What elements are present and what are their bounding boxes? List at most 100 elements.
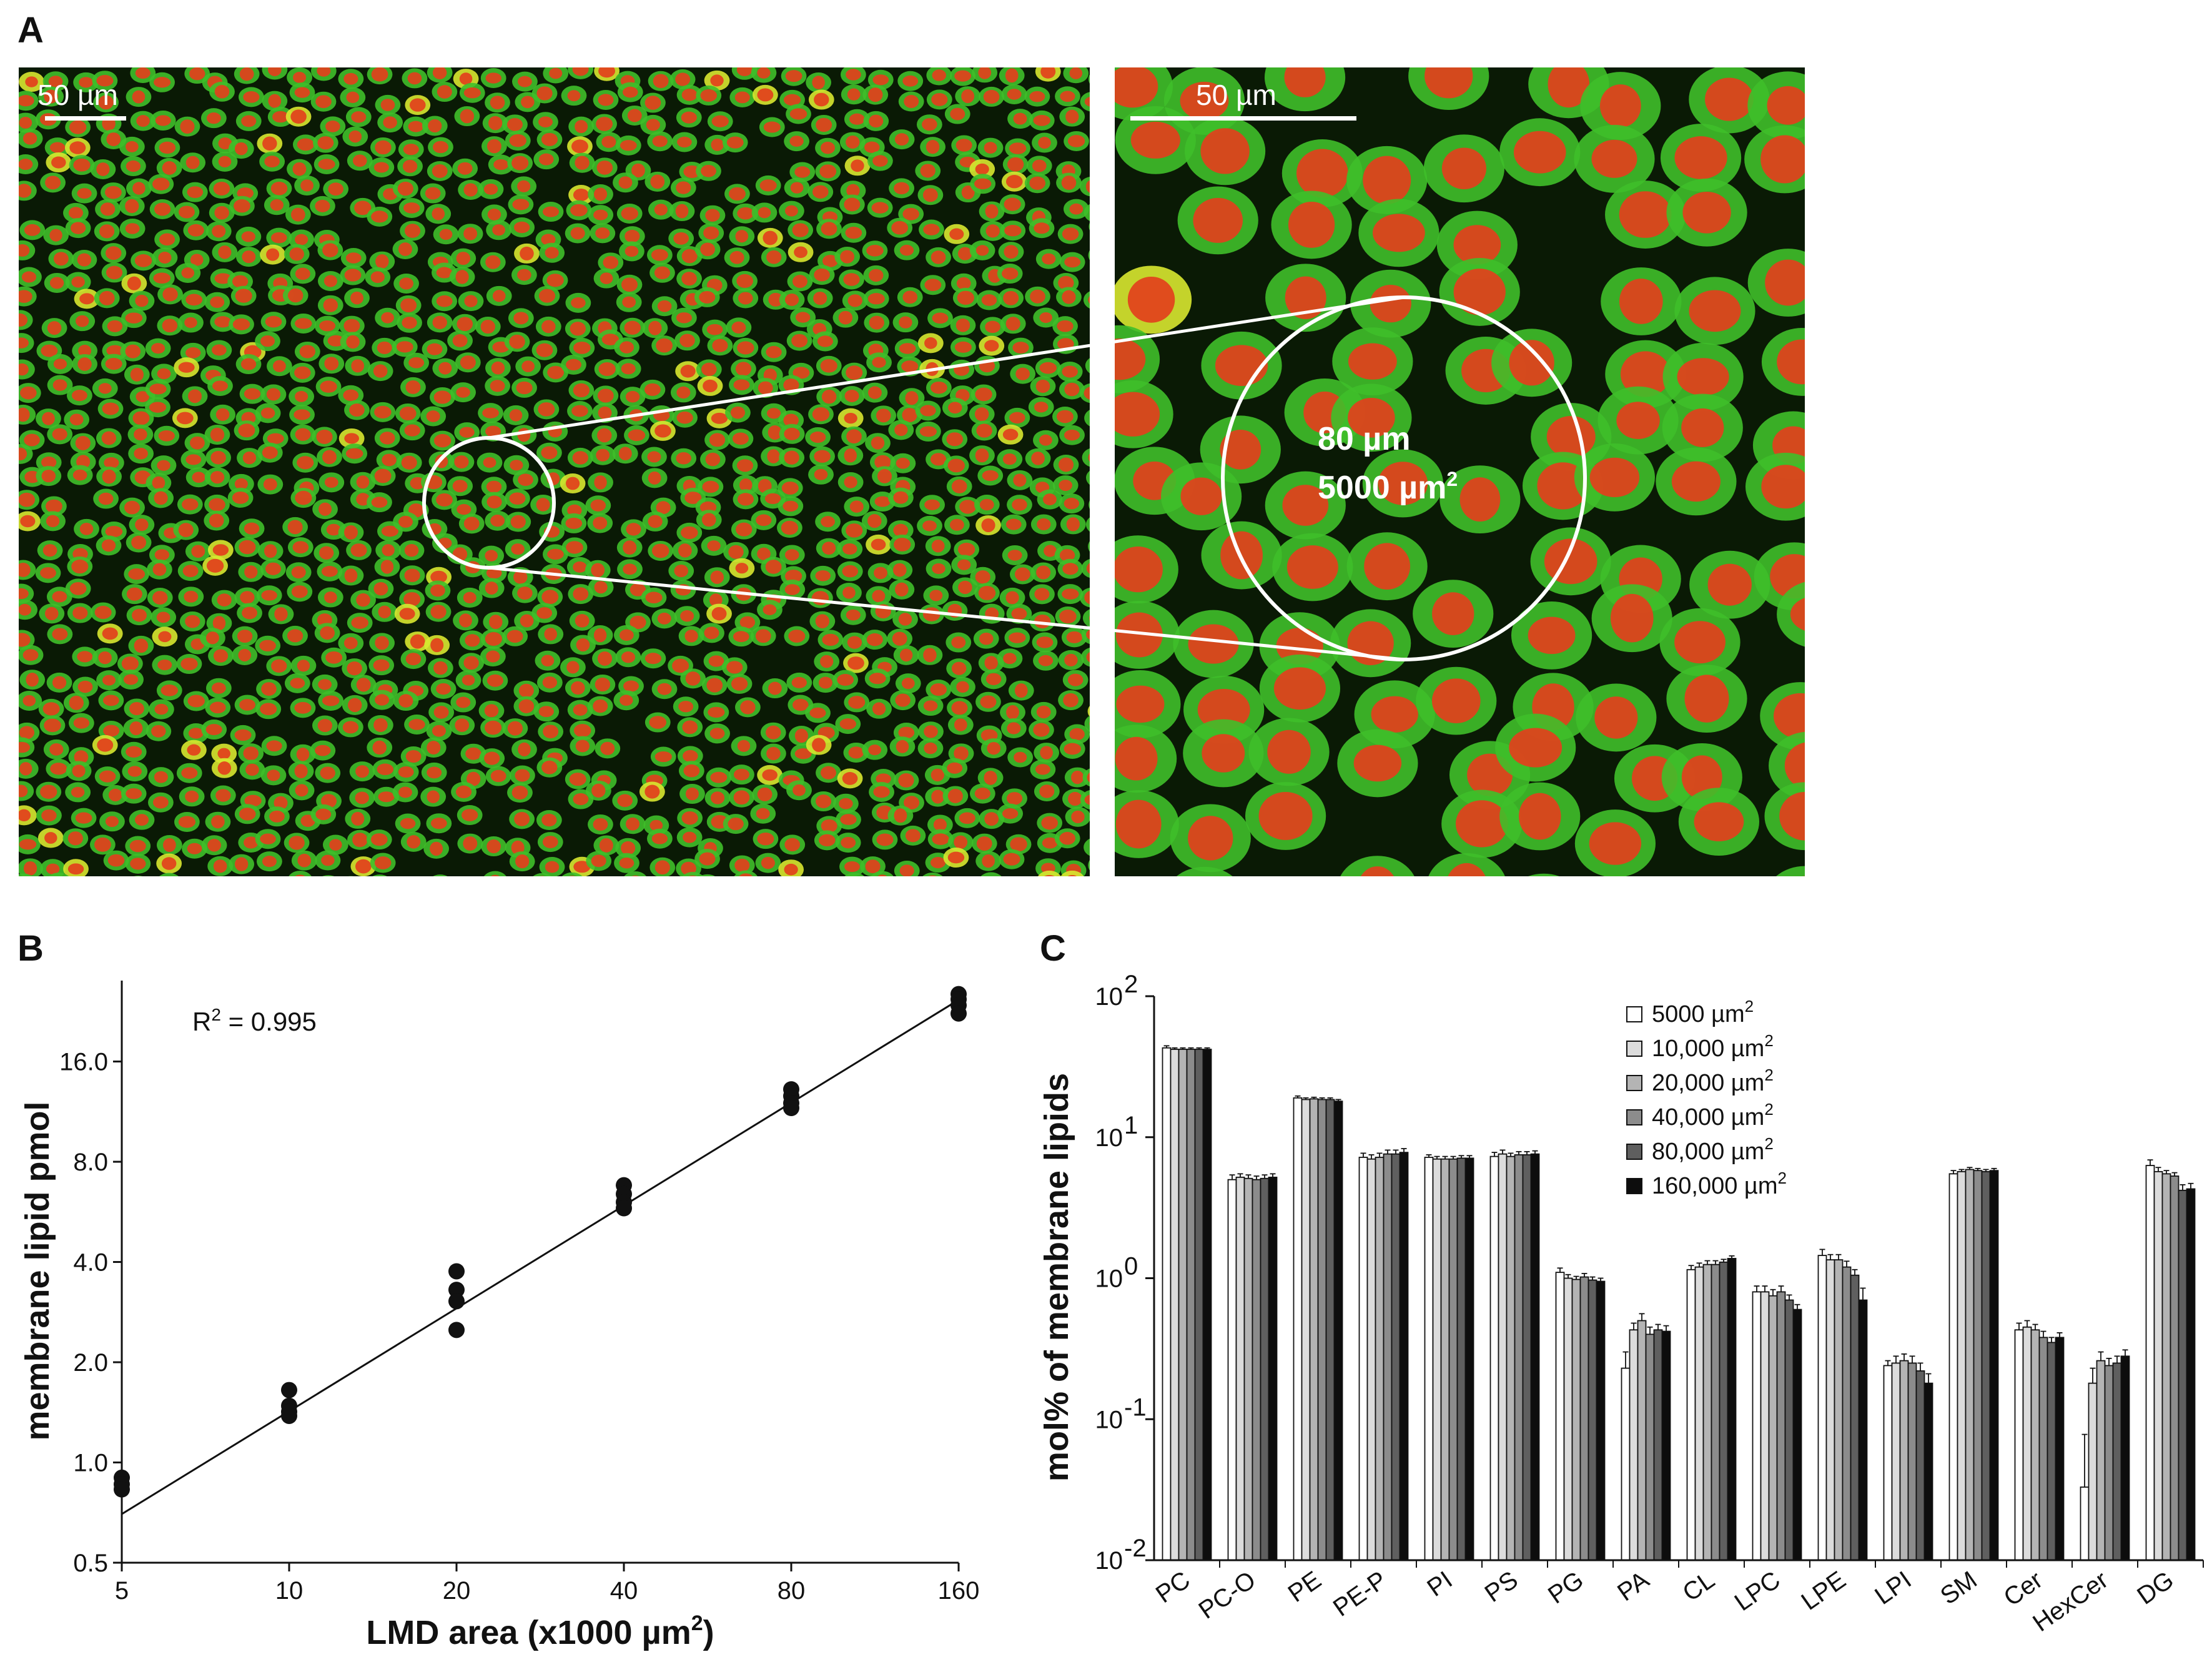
cell-nucleus (98, 651, 112, 665)
cell-nucleus (188, 728, 204, 739)
cell-nucleus (1086, 630, 1090, 640)
cell-nucleus (1441, 147, 1486, 190)
bar (1268, 1176, 1278, 1561)
cell-nucleus (931, 539, 945, 553)
cell-nucleus (40, 784, 57, 799)
cell-nucleus (814, 468, 828, 480)
cell-nucleus (763, 121, 781, 133)
cell-nucleus (1067, 135, 1085, 147)
cell-nucleus (984, 340, 999, 352)
cell-nucleus (242, 451, 257, 465)
bar (2161, 1173, 2171, 1561)
cell-nucleus (975, 387, 992, 402)
cell-nucleus (1509, 340, 1554, 386)
cell-nucleus (739, 478, 753, 492)
cell-nucleus (1036, 636, 1054, 648)
cell-nucleus (315, 744, 331, 756)
cell-nucleus (158, 252, 172, 264)
cell-cytoplasm (1085, 358, 1090, 373)
bar (1424, 1157, 1434, 1561)
bar (1842, 1266, 1852, 1561)
cell-nucleus (955, 139, 972, 152)
bar-y-tick-exponent: -2 (1124, 1535, 1147, 1562)
cell-nucleus (814, 268, 830, 282)
cell-nucleus (684, 492, 702, 504)
cell-cytoplasm (1080, 92, 1090, 112)
cell-nucleus (1115, 612, 1163, 658)
cell-nucleus (768, 292, 783, 307)
cell-nucleus (573, 861, 591, 873)
cell-nucleus (321, 566, 338, 577)
cell-nucleus (158, 430, 175, 442)
cell-nucleus (1849, 288, 1898, 330)
cell-nucleus (485, 425, 501, 437)
cell-nucleus (984, 142, 997, 154)
cell-nucleus (25, 76, 38, 87)
cell-nucleus (509, 134, 526, 147)
cell-nucleus (71, 276, 85, 288)
cell-nucleus (274, 796, 288, 810)
cell-nucleus (730, 406, 746, 419)
cell-cytoplasm (1079, 383, 1090, 403)
cell-nucleus (1069, 203, 1084, 215)
cell-nucleus (538, 706, 554, 718)
cell-nucleus (266, 248, 280, 261)
cell-nucleus (894, 133, 909, 146)
cell-nucleus (894, 182, 910, 195)
bar (2170, 1175, 2180, 1561)
cell-nucleus (398, 766, 414, 778)
cell-nucleus (217, 761, 232, 775)
cell-nucleus (352, 833, 368, 848)
cell-nucleus (241, 231, 256, 242)
cell-nucleus (619, 341, 634, 354)
cell-nucleus (1043, 493, 1057, 506)
cell-nucleus (812, 738, 826, 752)
cell-nucleus (185, 347, 201, 359)
cell-nucleus (485, 72, 501, 84)
cell-nucleus (457, 317, 473, 332)
cell-nucleus (68, 207, 83, 219)
cell-nucleus (157, 460, 170, 471)
cell-nucleus (398, 515, 413, 528)
cell-nucleus (428, 119, 442, 133)
cell-cytoplasm (338, 876, 364, 896)
cell-nucleus (374, 856, 392, 869)
cell-nucleus (624, 320, 641, 335)
cell-cytoplasm (1084, 838, 1090, 856)
cell-nucleus (1062, 365, 1078, 378)
bar-x-tick-label: HexCer (2028, 1566, 2113, 1637)
cell-nucleus (623, 680, 639, 692)
cell-nucleus (155, 115, 171, 126)
legend-swatch (1626, 1109, 1642, 1125)
cell-nucleus (631, 875, 639, 876)
bar (1489, 1155, 1499, 1561)
cell-nucleus (1003, 653, 1017, 665)
cell-nucleus (980, 695, 997, 709)
cell-nucleus (289, 247, 304, 261)
cell-nucleus (77, 253, 92, 267)
cell-nucleus (520, 246, 534, 260)
panel-b-letter: B (17, 928, 44, 969)
cell-nucleus (1273, 667, 1326, 710)
bar (1563, 1277, 1573, 1561)
cell-nucleus (518, 742, 531, 756)
cell-nucleus (397, 181, 413, 196)
bar (1637, 1320, 1647, 1561)
scatter-y-tick-label: 2.0 (73, 1349, 108, 1377)
cell-nucleus (153, 272, 171, 284)
cell-nucleus (492, 224, 506, 236)
cell-nucleus (541, 132, 558, 146)
cell-nucleus (134, 814, 149, 826)
cell-nucleus (958, 580, 972, 595)
cell-nucleus (432, 164, 448, 178)
cell-nucleus (513, 570, 528, 584)
cell-nucleus (375, 694, 390, 706)
cell-nucleus (919, 426, 937, 437)
cell-nucleus (436, 493, 453, 507)
cell-nucleus (705, 452, 721, 467)
bar (1694, 1266, 1704, 1561)
cell-nucleus (948, 402, 962, 414)
cell-nucleus (105, 358, 122, 370)
cell-nucleus (107, 854, 125, 867)
